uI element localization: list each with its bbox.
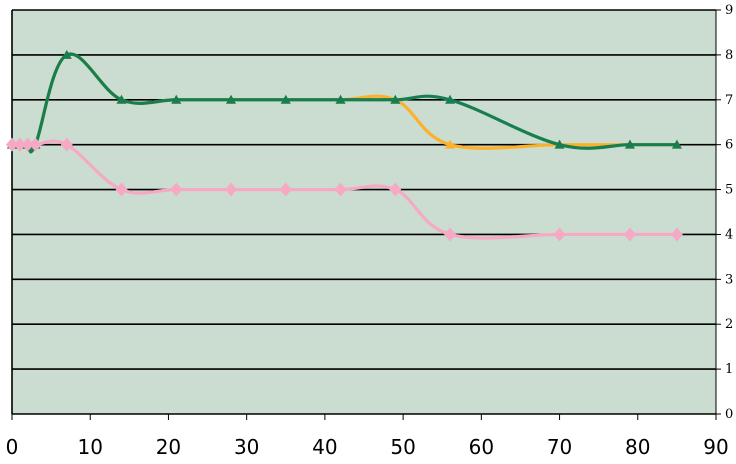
x-tick-label: 0 (6, 435, 19, 459)
y-tick-label: 6 (725, 138, 733, 153)
y-tick-label: 8 (725, 48, 733, 63)
plot-area (12, 10, 716, 414)
data-point (226, 94, 237, 104)
data-point (13, 137, 26, 152)
data-point (280, 94, 291, 104)
x-tick-label: 20 (156, 435, 181, 459)
y-tick-label: 7 (725, 93, 733, 108)
data-point (671, 139, 682, 149)
axes (11, 10, 717, 415)
data-point (225, 182, 238, 197)
data-point (390, 94, 401, 104)
x-tick-label: 70 (547, 435, 572, 459)
y-tick-label: 4 (725, 227, 733, 242)
x-tick-label: 60 (469, 435, 494, 459)
data-point (335, 94, 346, 104)
y-tick-label: 2 (725, 317, 733, 332)
series-group (6, 49, 683, 242)
data-point (21, 137, 34, 152)
y-tick-label: 3 (725, 272, 733, 287)
data-point (115, 182, 128, 197)
data-point (445, 139, 456, 149)
data-point (670, 227, 683, 242)
x-tick-label: 90 (703, 435, 728, 459)
data-point (444, 227, 457, 242)
data-point (279, 182, 292, 197)
data-point (6, 137, 18, 152)
data-point (445, 94, 456, 104)
y-tick-label: 5 (725, 183, 733, 198)
x-tick-label: 50 (390, 435, 415, 459)
data-point (389, 182, 402, 197)
x-tick-label: 80 (625, 435, 650, 459)
data-point (624, 139, 635, 149)
y-tick-label: 9 (725, 3, 733, 18)
data-point (61, 49, 72, 59)
data-point (60, 137, 73, 152)
data-point (553, 227, 566, 242)
y-tick-label: 0 (725, 407, 733, 422)
x-axis-ticks: 0 10 20 30 40 50 60 70 80 90 (6, 414, 729, 459)
data-point (623, 227, 636, 242)
y-axis-ticks: 0 1 2 3 4 5 6 7 8 9 (716, 3, 733, 422)
data-point (171, 94, 182, 104)
data-point (334, 182, 347, 197)
data-point (29, 137, 42, 152)
data-point (116, 94, 127, 104)
series-3 (6, 137, 683, 242)
gridlines (12, 9, 716, 370)
data-point (554, 139, 565, 149)
y-tick-label: 1 (725, 362, 733, 377)
x-tick-label: 30 (234, 435, 259, 459)
x-tick-label: 40 (312, 435, 337, 459)
x-tick-label: 10 (77, 435, 102, 459)
data-point (170, 182, 183, 197)
